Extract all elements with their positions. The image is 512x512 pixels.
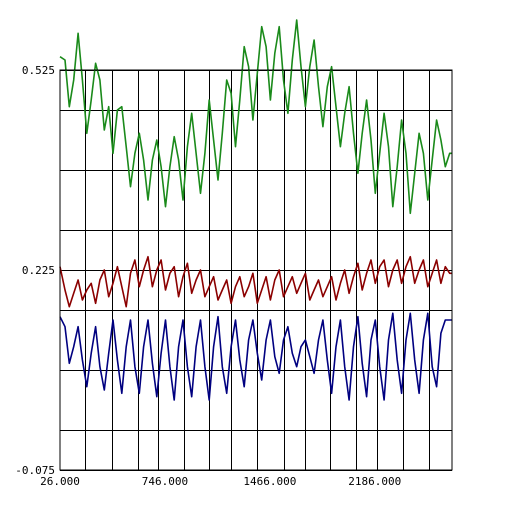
x-axis-tick-labels: 26.000 746.000 1466.000 2186.000 [40, 475, 401, 488]
x-tick-label: 26.000 [40, 475, 80, 488]
y-axis-tick-labels: 0.525 0.225 -0.075 [15, 64, 55, 477]
x-tick-label: 746.000 [142, 475, 188, 488]
series-line-3 [59, 312, 452, 401]
plot-frame [59, 69, 453, 471]
y-tick-label: 0.525 [22, 64, 55, 77]
chart-series [59, 19, 452, 401]
x-tick-label: 2186.000 [348, 475, 401, 488]
y-tick-label: 0.225 [22, 264, 55, 277]
series-line-2 [59, 255, 452, 308]
series-line-1 [59, 19, 452, 215]
y-tick-label: -0.075 [15, 464, 55, 477]
x-tick-label: 1466.000 [243, 475, 296, 488]
